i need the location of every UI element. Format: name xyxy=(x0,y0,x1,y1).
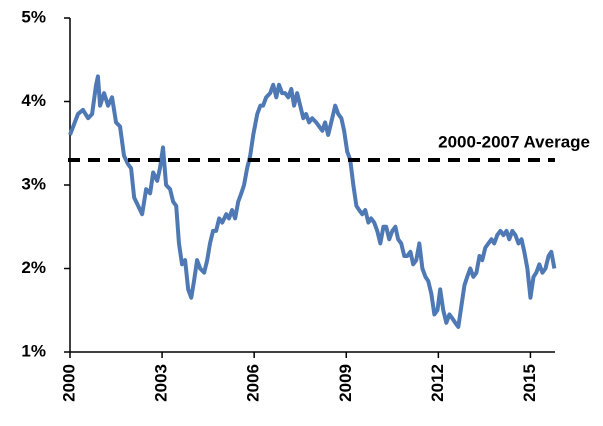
x-tick-label: 2015 xyxy=(520,364,539,402)
x-tick-label: 2009 xyxy=(336,364,355,402)
y-tick-label: 4% xyxy=(21,91,46,110)
reference-label: 2000-2007 Average xyxy=(438,132,590,151)
y-tick-label: 2% xyxy=(21,258,46,277)
x-tick-label: 2012 xyxy=(428,364,447,402)
y-tick-label: 1% xyxy=(21,341,46,360)
x-tick-label: 2006 xyxy=(244,364,263,402)
y-tick-label: 3% xyxy=(21,174,46,193)
y-tick-label: 5% xyxy=(21,7,46,26)
x-tick-label: 2003 xyxy=(152,364,171,402)
x-tick-label: 2000 xyxy=(59,364,78,402)
data-line xyxy=(68,74,557,329)
